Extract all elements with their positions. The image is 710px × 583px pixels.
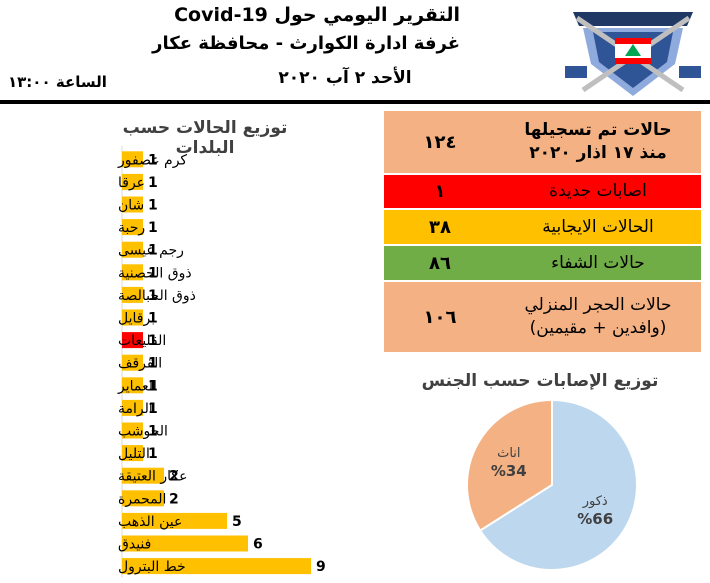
- gender-pie-chart: اناث%34 ذكور%66: [466, 398, 638, 571]
- bar-value-label: 1: [148, 175, 158, 191]
- pie-category-label: اناث: [497, 446, 520, 461]
- total-cases-label-line1: حالات تم تسجيلها: [524, 120, 672, 140]
- positive-cases-row: الحالات الايجابية ٣٨: [384, 210, 701, 246]
- home-quarantine-label-line1: حالات الحجر المنزلي: [524, 295, 672, 315]
- bar-category-label: برقايل: [118, 311, 155, 327]
- bar-value-label: 1: [148, 356, 158, 372]
- bar: [122, 354, 143, 371]
- bar-category-label: فنيدق: [118, 537, 151, 553]
- bar-value-label: 2: [169, 491, 179, 507]
- bar: [122, 173, 143, 190]
- bar: [122, 558, 311, 575]
- bar: [122, 467, 164, 484]
- bar: [122, 512, 227, 529]
- bar-category-label: خط البترول: [118, 559, 186, 575]
- recovered-value: ٨٦: [429, 252, 451, 274]
- bar-category-label: القرقف: [118, 356, 162, 372]
- bar: [122, 264, 143, 281]
- positive-cases-value: ٣٨: [429, 216, 451, 238]
- new-cases-value: ١: [434, 181, 446, 202]
- bar-category-label: ذوق الحبالصة: [118, 288, 196, 304]
- total-cases-row: حالات تم تسجيلها منذ ١٧ اذار ٢٠٢٠ ١٢٤: [384, 111, 701, 175]
- pie-percent-label: %66: [577, 510, 613, 528]
- bar: [122, 151, 143, 168]
- total-cases-label: حالات تم تسجيلها منذ ١٧ اذار ٢٠٢٠: [500, 119, 696, 165]
- bar-value-label: 1: [148, 446, 158, 462]
- report-title: التقرير اليومي حول Covid-19: [174, 4, 460, 26]
- bar: [122, 219, 143, 236]
- recovered-label: حالات الشفاء: [551, 252, 645, 273]
- bar-value-label: 1: [148, 152, 158, 168]
- report-subtitle: غرفة ادارة الكوارث - محافظة عكار: [152, 33, 460, 54]
- home-quarantine-label: حالات الحجر المنزلي (وافدين + مقيمين): [500, 294, 696, 340]
- bar: [122, 490, 164, 507]
- positive-cases-label: الحالات الايجابية: [542, 216, 654, 237]
- bar-value-label: 2: [169, 469, 179, 485]
- gender-chart-title: توزيع الإصابات حسب الجنس: [421, 371, 659, 391]
- bar-category-label: كرم عصفور: [117, 152, 187, 168]
- bar: [122, 196, 143, 213]
- bar-value-label: 1: [148, 401, 158, 417]
- pie-category-label: ذكور: [582, 494, 608, 509]
- bar-value-label: 1: [148, 378, 158, 394]
- bar-value-label: 1: [148, 424, 158, 440]
- bar: [122, 377, 143, 394]
- bar: [122, 241, 143, 258]
- bar-category-label: عرقا: [118, 175, 145, 191]
- bar-category-label: القليعات: [118, 333, 166, 349]
- towns-chart-title: توزيع الحالات حسب البلدات: [122, 118, 288, 158]
- new-cases-label: اصابات جديدة: [549, 181, 647, 201]
- home-quarantine-row: حالات الحجر المنزلي (وافدين + مقيمين) ١٠…: [384, 282, 701, 352]
- bar-value-label: 1: [148, 243, 158, 259]
- pie-percent-label: %34: [491, 462, 527, 480]
- header-divider: [0, 100, 710, 104]
- bar-category-label: الحوشب: [118, 424, 168, 440]
- total-cases-value: ١٢٤: [423, 131, 457, 153]
- report-time: الساعة ١٣:٠٠: [8, 73, 107, 91]
- home-quarantine-value: ١٠٦: [423, 306, 457, 328]
- bar-value-label: 5: [232, 514, 242, 530]
- bar-category-label: رحبة: [118, 220, 145, 236]
- new-cases-row: اصابات جديدة ١: [384, 175, 701, 210]
- bar-value-label: 6: [253, 537, 263, 553]
- bar: [122, 399, 143, 416]
- recovered-row: حالات الشفاء ٨٦: [384, 246, 701, 282]
- bar-value-label: 1: [148, 288, 158, 304]
- bar-category-label: عكار العتيقة: [118, 469, 188, 485]
- bar-category-label: المحمرة: [118, 491, 166, 507]
- total-cases-label-line2: منذ ١٧ اذار ٢٠٢٠: [529, 143, 667, 163]
- bar-category-label: التليل: [118, 446, 150, 462]
- bar-category-label: الرامة: [118, 401, 153, 417]
- bar-category-label: ذوق الحصنية: [118, 265, 192, 281]
- home-quarantine-label-line2: (وافدين + مقيمين): [529, 318, 667, 338]
- bar-value-label: 1: [148, 333, 158, 349]
- bar-value-label: 1: [148, 198, 158, 214]
- report-date: الأحد ٢ آب ٢٠٢٠: [278, 68, 412, 88]
- bar-value-label: 1: [148, 311, 158, 327]
- emblem-logo: [565, 12, 701, 96]
- bar-category-label: شان: [118, 198, 144, 214]
- bar: [122, 422, 143, 439]
- bar-category-label: العماير: [117, 378, 157, 394]
- bar: [122, 309, 143, 326]
- bar-category-label: عين الذهب: [118, 514, 182, 530]
- bar: [122, 286, 143, 303]
- stats-panel: حالات تم تسجيلها منذ ١٧ اذار ٢٠٢٠ ١٢٤ اص…: [384, 111, 701, 352]
- bar-category-label: رجم عيسى: [118, 243, 184, 259]
- bar-value-label: 9: [316, 559, 326, 575]
- bar-value-label: 1: [148, 220, 158, 236]
- pie-slice: [478, 398, 638, 571]
- bar: [122, 332, 143, 349]
- bar-value-label: 1: [148, 265, 158, 281]
- bar: [122, 535, 248, 552]
- bar: [122, 445, 143, 462]
